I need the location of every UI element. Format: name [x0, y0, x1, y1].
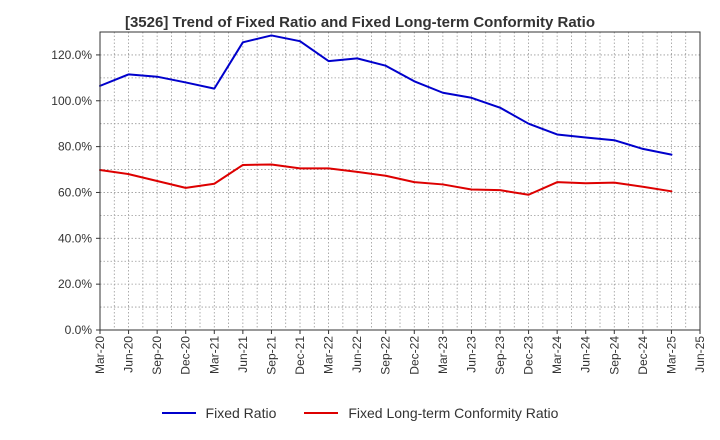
legend: Fixed Ratio Fixed Long-term Conformity R… [0, 405, 720, 421]
x-tick-label: Jun-21 [236, 336, 250, 373]
grid [100, 31, 700, 330]
series-line-fixed-long-term-conformity-ratio [99, 163, 673, 196]
x-tick-label: Mar-25 [664, 336, 678, 374]
y-tick-labels: 0.0% 20.0% 40.0% 60.0% 80.0% 100.0% 120.0% [51, 48, 92, 337]
legend-label-fixed-long-term-conformity-ratio: Fixed Long-term Conformity Ratio [348, 405, 559, 421]
legend-item-fixed-ratio: Fixed Ratio [161, 405, 277, 421]
y-tick-label: 60.0% [58, 185, 92, 199]
x-tick-label: Jun-23 [464, 336, 478, 373]
y-tick-label: 20.0% [58, 277, 92, 291]
plot-frame [99, 31, 701, 331]
legend-swatch-fixed-ratio [161, 412, 196, 414]
x-tick-labels: Mar-20 Jun-20 Sep-20 Dec-20 Mar-21 Jun-21 Sep-… [93, 336, 707, 375]
x-tick-label: Mar-24 [550, 336, 564, 374]
x-tick-label: Dec-23 [522, 336, 536, 375]
x-tick-label: Dec-20 [179, 336, 193, 375]
x-tick-label: Dec-22 [407, 336, 421, 375]
chart-title: [3526] Trend of Fixed Ratio and Fixed Lo… [124, 14, 596, 31]
x-tick-label: Dec-21 [293, 336, 307, 375]
x-tick-label: Sep-24 [607, 336, 621, 375]
x-tick-label: Dec-24 [636, 336, 650, 375]
x-tick-label: Sep-21 [264, 336, 278, 375]
legend-item-fixed-long-term-conformity-ratio: Fixed Long-term Conformity Ratio [304, 405, 558, 421]
x-tick-label: Mar-23 [436, 336, 450, 374]
legend-swatch-fixed-long-term-conformity-ratio [304, 412, 339, 414]
x-tick-label: Jun-20 [122, 336, 136, 373]
series-lines [99, 34, 673, 196]
x-tick-label: Mar-20 [93, 336, 107, 374]
y-tick-label: 0.0% [65, 323, 93, 337]
x-tick-label: Jun-24 [579, 336, 593, 373]
x-tick-label: Jun-22 [350, 336, 364, 373]
x-tick-label: Sep-23 [493, 336, 507, 375]
y-tick-label: 80.0% [58, 140, 92, 154]
y-tick-label: 120.0% [51, 48, 92, 62]
legend-label-fixed-ratio: Fixed Ratio [205, 405, 277, 421]
y-tick-label: 40.0% [58, 231, 92, 245]
series-line-fixed-ratio [99, 34, 673, 156]
axes [96, 31, 701, 334]
x-tick-label: Mar-21 [207, 336, 221, 374]
x-tick-label: Jun-25 [693, 336, 707, 373]
y-tick-label: 100.0% [51, 94, 92, 108]
x-tick-label: Sep-22 [379, 336, 393, 375]
x-tick-label: Mar-22 [322, 336, 336, 374]
x-tick-label: Sep-20 [150, 336, 164, 375]
